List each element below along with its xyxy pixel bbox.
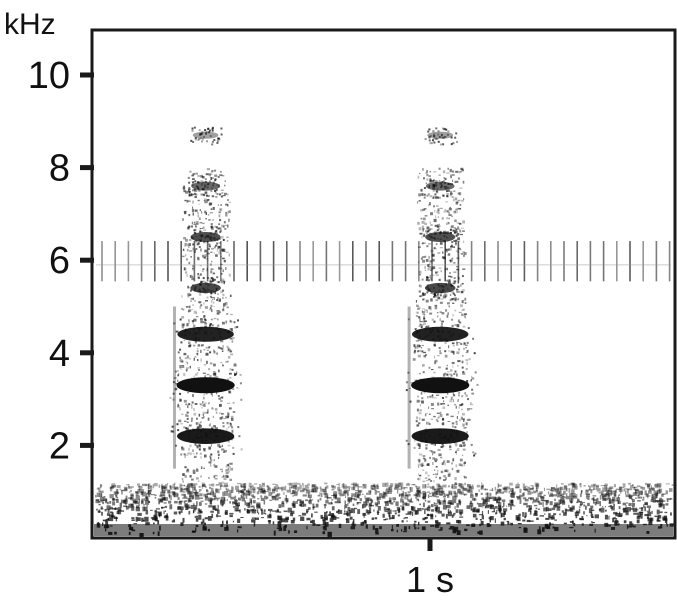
y-tick-label: 8 [49, 148, 70, 190]
plot-area [90, 28, 677, 540]
harmonic-band [176, 377, 235, 394]
calls [169, 126, 479, 486]
call-2 [405, 127, 479, 486]
harmonic-band [424, 282, 456, 294]
noise-floor [94, 482, 676, 537]
y-tick-label: 10 [28, 55, 70, 97]
y-tick-label: 2 [49, 425, 70, 467]
harmonic-band [425, 232, 456, 243]
harmonic-band [177, 326, 234, 342]
y-tick-label: 6 [49, 240, 70, 282]
harmonic-band [177, 428, 235, 444]
harmonic-band [191, 181, 220, 191]
x-tick-label: 1 s [406, 559, 454, 600]
harmonic-band [412, 326, 469, 342]
harmonic-band [190, 282, 221, 294]
y-ticks: 2 4 6 8 10 [28, 55, 94, 467]
harmonic-band [411, 428, 469, 444]
call-1 [169, 126, 243, 486]
y-tick-label: 4 [49, 333, 70, 375]
harmonic-band [190, 232, 221, 243]
x-axis: 1 s [406, 538, 454, 600]
plot-background [92, 30, 675, 538]
y-axis-label: kHz [4, 8, 56, 41]
harmonic-band [192, 131, 219, 139]
periodic-noise-band [96, 241, 671, 282]
harmonic-band [425, 181, 455, 191]
plot-frame [90, 28, 677, 540]
y-axis: kHz 2 4 6 8 10 [4, 8, 94, 467]
